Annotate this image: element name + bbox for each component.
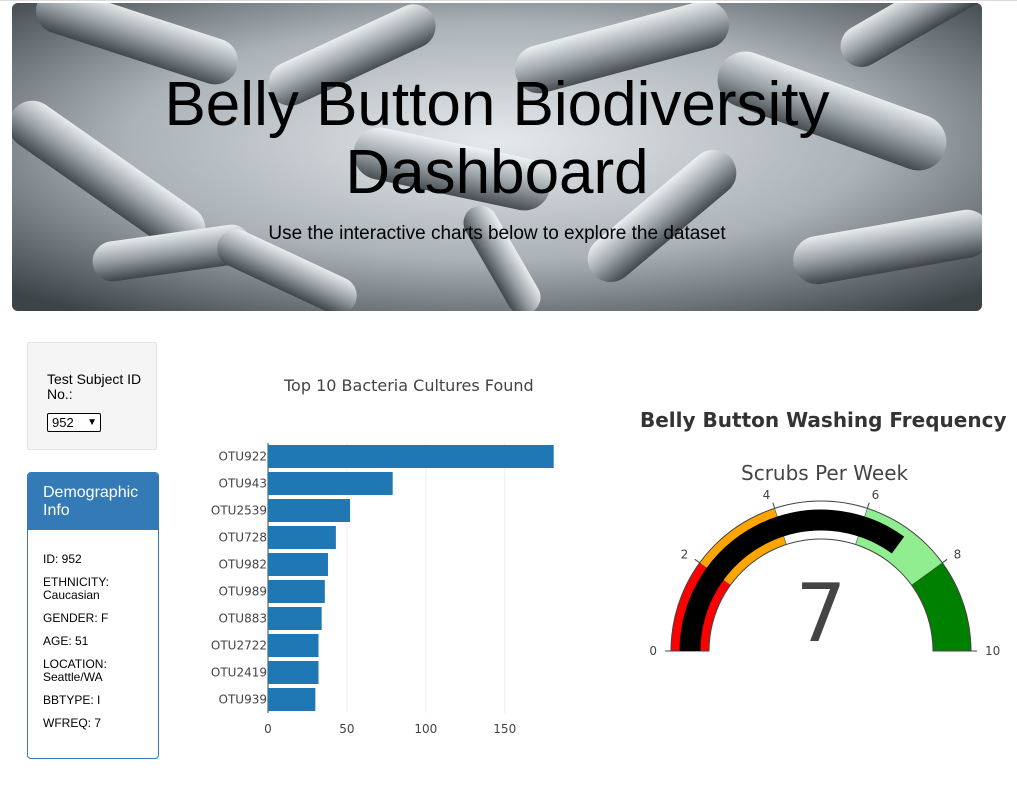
page-subtitle: Use the interactive charts below to expl… — [268, 223, 726, 244]
subject-id-selected-value: 952 — [52, 415, 74, 430]
bacteria-background-image — [12, 3, 982, 311]
header-banner: Belly Button Biodiversity Dashboard Use … — [12, 3, 982, 311]
gauge-tick-label: 4 — [763, 488, 771, 502]
gauge-chart: 0 2 4 6 8 10 7 — [649, 488, 1000, 660]
demographic-line: LOCATION: Seattle/WA — [43, 657, 107, 684]
bar-otu982 — [268, 553, 328, 576]
bar-otu943 — [268, 472, 393, 495]
x-tick-label: 50 — [339, 722, 354, 735]
y-tick-label: OTU2539 — [211, 504, 267, 518]
gauge-tick-label: 0 — [649, 644, 657, 658]
subject-id-label: Test Subject ID No.: — [47, 371, 142, 402]
bar-chart: 0 50 100 150 OTU922 OTU943 OTU2539 OTU728 OTU982… — [211, 443, 554, 735]
demographic-line: WFREQ: 7 — [43, 716, 102, 730]
x-tick-label: 150 — [493, 722, 516, 735]
demographic-line: ID: 952 — [43, 552, 82, 566]
bar-otu922 — [268, 445, 554, 468]
demographic-info-panel: Demographic Info ID: 952 ETHNICITY: Cauc… — [27, 472, 159, 759]
gauge-value-bar — [679, 509, 905, 651]
bar-chart-title: Top 10 Bacteria Cultures Found — [284, 376, 534, 395]
gauge-panel-title: Belly Button Washing Frequency — [640, 408, 1007, 432]
gauge-tick — [772, 502, 776, 509]
y-tick-label: OTU939 — [219, 693, 267, 707]
bar-otu989 — [268, 580, 325, 603]
page-title: Belly Button Biodiversity Dashboard — [164, 70, 830, 207]
bar-otu2539 — [268, 499, 351, 522]
demographic-line: GENDER: F — [43, 611, 109, 625]
y-tick-label: OTU989 — [219, 585, 267, 599]
bar-otu2419 — [268, 661, 319, 684]
y-tick-label: OTU883 — [219, 612, 267, 626]
chevron-down-icon: ▼ — [87, 417, 97, 428]
bar-otu2722 — [268, 634, 319, 657]
bar-otu728 — [268, 526, 336, 549]
y-tick-label: OTU982 — [219, 558, 267, 572]
gauge-tick-label: 8 — [954, 548, 962, 562]
gauge-tick — [694, 558, 700, 564]
demographic-line: AGE: 51 — [43, 634, 89, 648]
demographic-info-heading: Demographic Info — [28, 473, 158, 530]
gauge-title: Scrubs Per Week — [741, 461, 909, 485]
x-tick-label: 0 — [264, 722, 272, 735]
subject-id-dropdown[interactable]: 952 ▼ — [47, 413, 101, 432]
top-divider — [0, 0, 1017, 1]
y-tick-label: OTU922 — [219, 450, 267, 464]
gauge-tick-label: 6 — [872, 488, 880, 502]
y-tick-label: OTU728 — [219, 531, 267, 545]
demographic-info-body: ID: 952 ETHNICITY: Caucasian GENDER: F A… — [28, 530, 158, 730]
bar-otu939 — [268, 688, 316, 711]
gauge-value-number: 7 — [796, 567, 847, 660]
demographic-line: ETHNICITY: Caucasian — [43, 575, 110, 602]
y-tick-label: OTU2722 — [211, 639, 267, 653]
demographic-line: BBTYPE: I — [43, 693, 101, 707]
subject-selector-panel: Test Subject ID No.: 952 ▼ — [27, 342, 157, 450]
gauge-tick — [942, 558, 948, 564]
gauge-outline — [670, 500, 972, 652]
bar-otu883 — [268, 607, 322, 630]
gauge-tick-label: 10 — [985, 644, 1000, 658]
x-tick-label: 100 — [414, 722, 437, 735]
gauge-tick — [866, 502, 870, 509]
y-tick-label: OTU943 — [219, 477, 267, 491]
gauge-tick-label: 2 — [681, 548, 689, 562]
y-tick-label: OTU2419 — [211, 666, 267, 680]
